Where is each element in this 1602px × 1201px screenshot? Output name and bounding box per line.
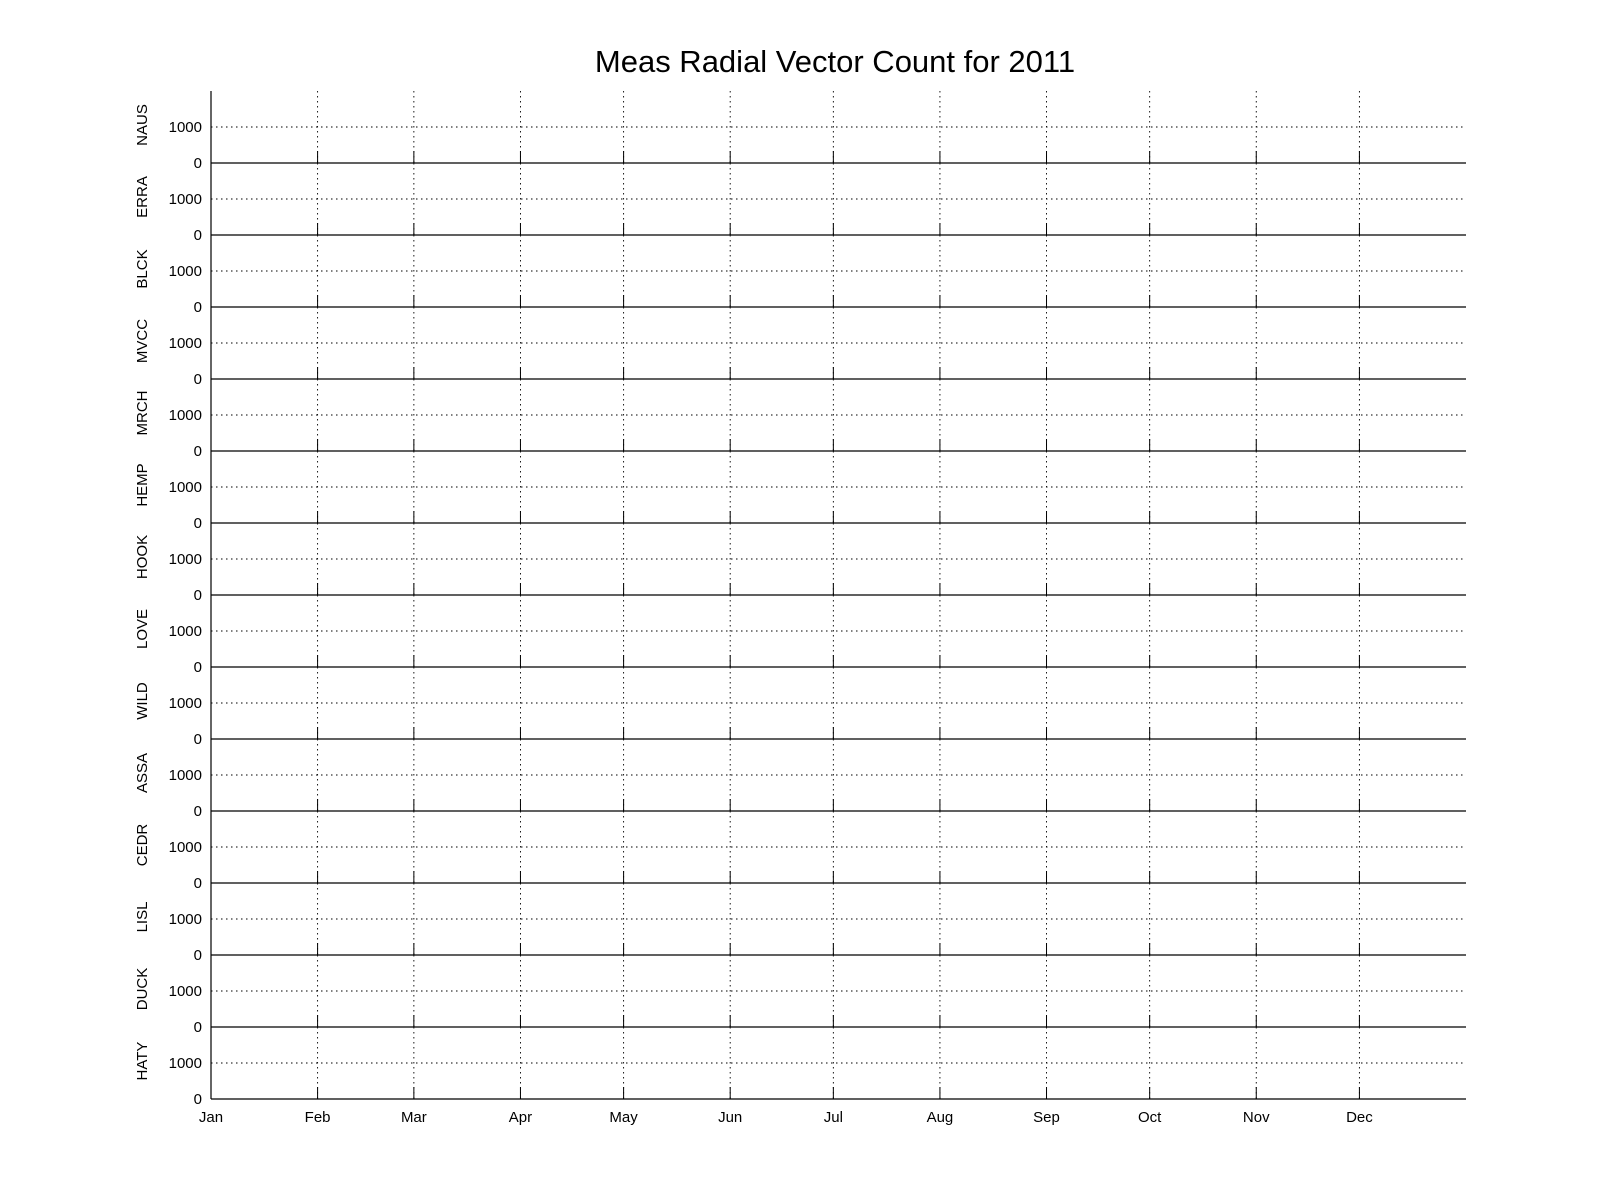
panel-cedr: 0 1000 CEDR <box>134 811 1466 892</box>
panel-mrch: 0 1000 MRCH <box>134 379 1466 460</box>
y-tick-label: 1000 <box>169 1055 202 1072</box>
y-tick-label: 1000 <box>169 335 202 352</box>
y-tick-label: 0 <box>194 155 202 172</box>
y-tick-label: 1000 <box>169 479 202 496</box>
station-label: BLCK <box>134 249 151 288</box>
y-tick-label: 1000 <box>169 767 202 784</box>
y-tick-label: 1000 <box>169 911 202 928</box>
y-tick-label: 0 <box>194 875 202 892</box>
station-label: HEMP <box>134 463 151 506</box>
station-label: MVCC <box>134 319 151 363</box>
y-tick-label: 1000 <box>169 983 202 1000</box>
station-label: LISL <box>134 902 151 933</box>
panel-love: 0 1000 LOVE <box>134 595 1466 676</box>
x-tick-label: Jun <box>718 1109 742 1126</box>
y-tick-label: 0 <box>194 947 202 964</box>
station-label: NAUS <box>134 104 151 146</box>
y-tick-label: 1000 <box>169 839 202 856</box>
y-tick-label: 0 <box>194 515 202 532</box>
panel-wild: 0 1000 WILD <box>134 667 1466 748</box>
x-tick-label: Aug <box>927 1109 954 1126</box>
station-label: MRCH <box>134 391 151 436</box>
y-tick-label: 1000 <box>169 191 202 208</box>
y-tick-label: 0 <box>194 587 202 604</box>
panel-haty: 0 1000 HATY <box>134 1027 1466 1108</box>
y-tick-label: 0 <box>194 803 202 820</box>
x-tick-label: Feb <box>305 1109 331 1126</box>
station-label: HOOK <box>134 535 151 579</box>
y-tick-label: 0 <box>194 659 202 676</box>
y-tick-label: 0 <box>194 1091 202 1108</box>
y-tick-label: 0 <box>194 443 202 460</box>
x-tick-label: Dec <box>1346 1109 1373 1126</box>
panel-blck: 0 1000 BLCK <box>134 235 1466 316</box>
station-label: CEDR <box>134 824 151 867</box>
y-tick-label: 0 <box>194 731 202 748</box>
y-tick-label: 1000 <box>169 695 202 712</box>
station-label: ERRA <box>134 176 151 218</box>
y-tick-label: 1000 <box>169 551 202 568</box>
x-tick-label: May <box>609 1109 638 1126</box>
station-label: ASSA <box>134 753 151 793</box>
y-tick-label: 1000 <box>169 263 202 280</box>
y-tick-label: 0 <box>194 371 202 388</box>
x-tick-label: Sep <box>1033 1109 1060 1126</box>
station-label: WILD <box>134 682 151 720</box>
y-tick-label: 1000 <box>169 407 202 424</box>
panel-erra: 0 1000 ERRA <box>134 163 1466 244</box>
y-tick-label: 0 <box>194 299 202 316</box>
panel-duck: 0 1000 DUCK <box>134 955 1466 1036</box>
x-tick-label: Apr <box>509 1109 532 1126</box>
panel-naus: 0 1000 NAUS <box>134 91 1466 172</box>
chart-title: Meas Radial Vector Count for 2011 <box>595 44 1075 79</box>
y-tick-label: 0 <box>194 1019 202 1036</box>
x-tick-label: Nov <box>1243 1109 1270 1126</box>
panel-hook: 0 1000 HOOK <box>134 523 1466 604</box>
x-tick-label: Oct <box>1138 1109 1162 1126</box>
x-tick-label: Jan <box>199 1109 223 1126</box>
x-tick-label: Mar <box>401 1109 427 1126</box>
panel-mvcc: 0 1000 MVCC <box>134 307 1466 388</box>
station-label: LOVE <box>134 609 151 649</box>
panel-assa: 0 1000 ASSA <box>134 739 1466 820</box>
x-tick-label: Jul <box>824 1109 843 1126</box>
y-tick-label: 0 <box>194 227 202 244</box>
x-axis-ticks: Jan Feb Mar Apr May Jun Jul Aug Sep Oct Nov Dec <box>199 1109 1373 1126</box>
panel-hemp: 0 1000 HEMP <box>134 451 1466 532</box>
y-tick-label: 1000 <box>169 623 202 640</box>
station-label: DUCK <box>134 968 151 1011</box>
y-tick-label: 1000 <box>169 119 202 136</box>
station-label: HATY <box>134 1042 151 1081</box>
panels: 0 1000 NAUS 0 1000 ERRA 0 1000 BLCK 0 1000 MVCC 0 100… <box>134 91 1466 1108</box>
panel-lisl: 0 1000 LISL <box>134 883 1466 964</box>
